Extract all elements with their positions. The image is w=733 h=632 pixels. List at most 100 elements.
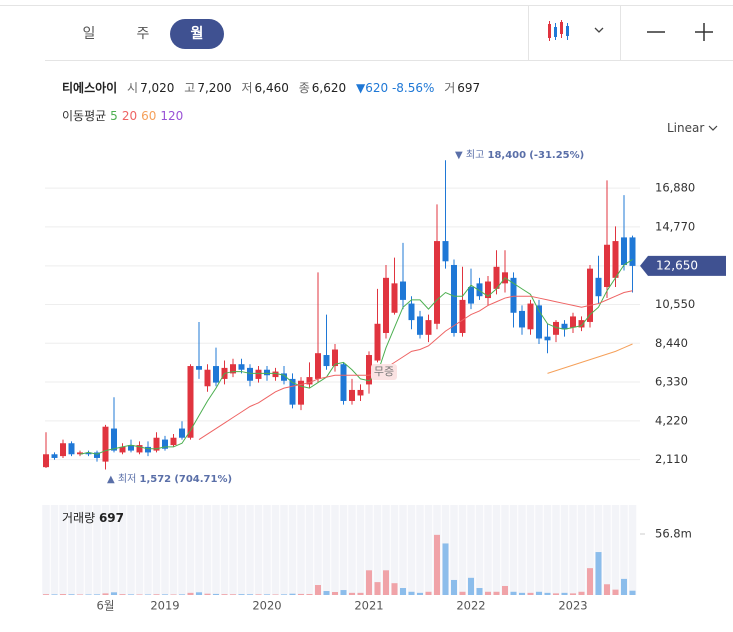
volume-bar <box>357 592 364 595</box>
volume-bar <box>298 593 304 595</box>
volume-bar <box>51 594 58 595</box>
volume-column <box>577 505 586 595</box>
candle-body <box>43 454 49 468</box>
volume-column <box>93 505 101 595</box>
volume-column <box>467 505 475 595</box>
candle-body <box>561 323 568 330</box>
volume-column <box>492 505 501 595</box>
volume-bar <box>272 594 279 595</box>
volume-column <box>560 505 569 595</box>
volume-bar <box>587 568 593 595</box>
volume-bar <box>281 594 287 595</box>
change: ▼620 -8.56% <box>356 81 434 95</box>
chart-type-button[interactable] <box>540 18 620 48</box>
divider <box>620 5 621 60</box>
volume-column <box>322 505 331 595</box>
volume-bar <box>111 592 117 595</box>
volume-column <box>509 505 518 595</box>
volume-column <box>620 505 628 595</box>
volume-column <box>280 505 288 595</box>
candle-body <box>553 321 559 335</box>
ma-legend-item: 60 <box>141 109 157 123</box>
moving-average-line <box>79 259 633 455</box>
ma-title: 이동평균 <box>62 109 107 123</box>
zoom-in-button[interactable] <box>693 22 717 42</box>
volume-column <box>59 505 67 595</box>
volume-column <box>186 505 195 595</box>
candle-body <box>383 277 389 333</box>
y-tick-label: 2,110 <box>655 452 688 466</box>
tab-day[interactable]: 일 <box>82 26 96 42</box>
volume-column <box>50 505 59 595</box>
volume-bar <box>366 570 372 595</box>
value: 697 <box>457 81 481 95</box>
candle-body <box>85 452 92 455</box>
tab-month[interactable]: 월 <box>170 19 224 49</box>
volume-bar <box>519 592 525 595</box>
volume-column <box>373 505 382 595</box>
candle-body <box>459 299 466 333</box>
candle-body <box>94 452 100 458</box>
moving-average-line <box>547 343 633 374</box>
volume-column <box>127 505 135 595</box>
volume-column <box>450 505 458 595</box>
volume-bar <box>323 591 330 595</box>
stock-name: 티에스아이 <box>62 81 118 95</box>
candle-body <box>519 310 525 328</box>
candle-body <box>400 281 406 300</box>
label: 최저 <box>118 473 136 485</box>
candle-body <box>604 244 610 288</box>
candle-body <box>281 373 287 381</box>
candle-body <box>451 264 457 333</box>
volume-column <box>382 505 390 595</box>
y-tick-label: 4,220 <box>655 413 688 427</box>
volume-column <box>42 505 50 595</box>
event-label: 무증 <box>374 365 394 378</box>
volume-bar <box>68 594 75 595</box>
candle-body <box>493 266 500 289</box>
volume-column <box>569 505 577 595</box>
candle-body <box>60 443 66 457</box>
volume-bar <box>196 592 202 595</box>
volume-bar <box>349 592 355 595</box>
candle-body <box>570 316 576 328</box>
candle-body <box>476 283 483 297</box>
scale-mode[interactable]: Linear <box>667 121 718 135</box>
volume-bar <box>578 591 585 595</box>
volume-bar <box>102 593 109 595</box>
volume-column <box>144 505 152 595</box>
volume-bar <box>145 594 151 595</box>
value: 7,200 <box>197 81 232 95</box>
ma-legend-item: 20 <box>121 109 138 123</box>
volume-column <box>101 505 110 595</box>
volume-bar <box>502 585 508 595</box>
ma-legend-item: 120 <box>160 109 184 123</box>
volume-bar <box>561 592 568 595</box>
x-tick-label: 2020 <box>252 599 281 613</box>
volume-bar <box>187 592 194 595</box>
volume-column <box>475 505 484 595</box>
candle-body <box>408 303 415 321</box>
volume-bar <box>417 592 423 595</box>
candle-body <box>102 426 109 462</box>
label: 시 <box>127 81 139 95</box>
volume-column <box>237 505 246 595</box>
x-tick-label: 6월 <box>97 599 115 613</box>
candle-body <box>128 445 134 451</box>
candle-body <box>170 437 177 446</box>
marker: ▼ <box>455 150 463 161</box>
zoom-out-button[interactable] <box>645 22 669 42</box>
tab-week[interactable]: 주 <box>136 26 150 42</box>
candle-body <box>153 437 160 451</box>
volume-bar <box>255 594 262 595</box>
volume-column <box>526 505 535 595</box>
candle-body <box>527 303 534 330</box>
volume-column <box>365 505 373 595</box>
volume-bar <box>153 594 160 595</box>
x-tick-label: 2023 <box>558 599 587 613</box>
volume-bar <box>238 594 245 595</box>
volume-column <box>254 505 263 595</box>
candle-body <box>485 281 491 299</box>
high-annotation: ▼ 최고 18,400 (-31.25%) <box>455 149 584 161</box>
